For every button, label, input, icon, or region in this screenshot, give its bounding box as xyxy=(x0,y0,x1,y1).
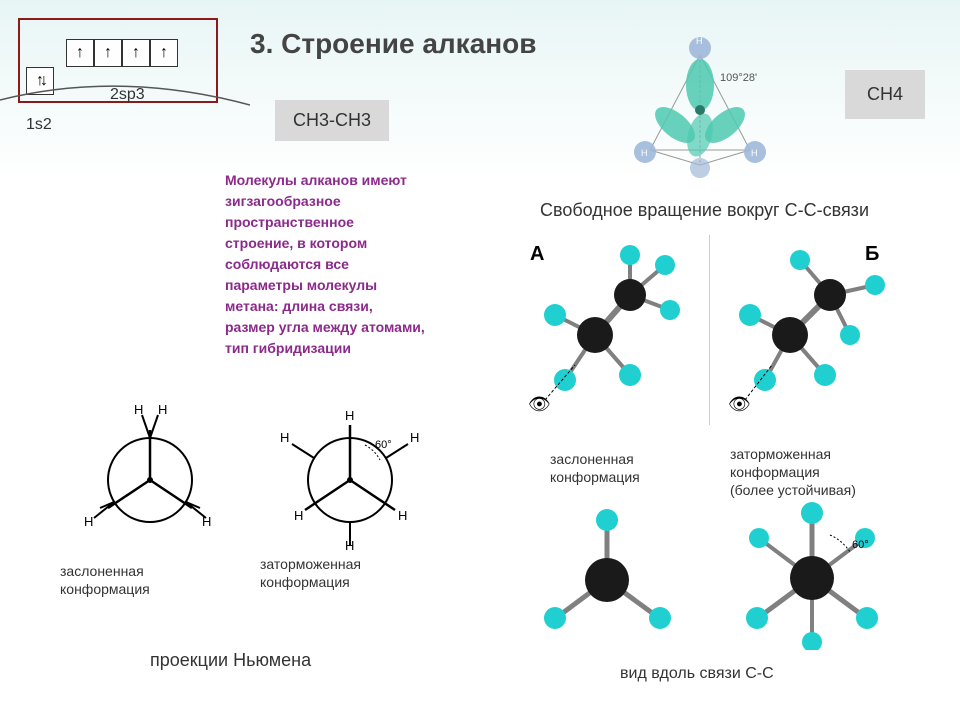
svg-text:H: H xyxy=(202,514,211,529)
svg-text:H: H xyxy=(158,402,167,417)
page-title: 3. Строение алканов xyxy=(250,28,537,60)
svg-text:👁: 👁 xyxy=(728,394,751,414)
svg-text:H: H xyxy=(280,430,289,445)
svg-text:H: H xyxy=(641,148,648,158)
caption-staggered-newman: заторможенная конформация xyxy=(260,555,400,591)
formula-ch4: CH4 xyxy=(845,70,925,119)
caption-eclipsed-3d: заслоненная конформация xyxy=(550,450,680,486)
svg-text:H: H xyxy=(345,538,354,550)
svg-text:H: H xyxy=(345,408,354,423)
description-text: Молекулы алканов имеют зигзагообразное п… xyxy=(225,170,425,359)
svg-text:60°: 60° xyxy=(375,439,392,451)
rotation-panel-a: А 👁 xyxy=(510,235,710,425)
along-bond-staggered: 60° xyxy=(720,500,905,650)
panel-label-a: А xyxy=(530,243,544,265)
svg-text:H: H xyxy=(134,402,143,417)
newman-staggered: 60° H H H H H H xyxy=(270,400,430,550)
newman-title: проекции Ньюмена xyxy=(150,650,311,671)
svg-text:60°: 60° xyxy=(852,539,869,551)
svg-text:H: H xyxy=(294,508,303,523)
view-along-bond: вид вдоль связи С-С xyxy=(620,665,774,683)
svg-text:H: H xyxy=(398,508,407,523)
along-bond-eclipsed xyxy=(520,505,695,650)
newman-eclipsed: H H H H xyxy=(70,400,230,550)
svg-text:H: H xyxy=(696,36,703,46)
svg-text:H: H xyxy=(410,430,419,445)
panel-label-b: Б xyxy=(865,243,879,265)
svg-text:H: H xyxy=(751,148,758,158)
svg-text:H: H xyxy=(84,514,93,529)
caption-eclipsed-newman: заслоненная конформация xyxy=(60,562,190,598)
methane-orbital-diagram: H H H xyxy=(615,30,785,185)
caption-staggered-stable: заторможенная конформация (более устойчи… xyxy=(730,445,910,500)
svg-text:👁: 👁 xyxy=(528,394,551,414)
decorative-curve xyxy=(0,60,250,120)
rotation-panel-b: Б 👁 xyxy=(710,235,910,425)
formula-ch3-ch3: CH3-CH3 xyxy=(275,100,389,141)
bond-angle-label: 109°28' xyxy=(720,72,757,84)
rotation-header: Свободное вращение вокруг С-С-связи xyxy=(540,200,869,221)
